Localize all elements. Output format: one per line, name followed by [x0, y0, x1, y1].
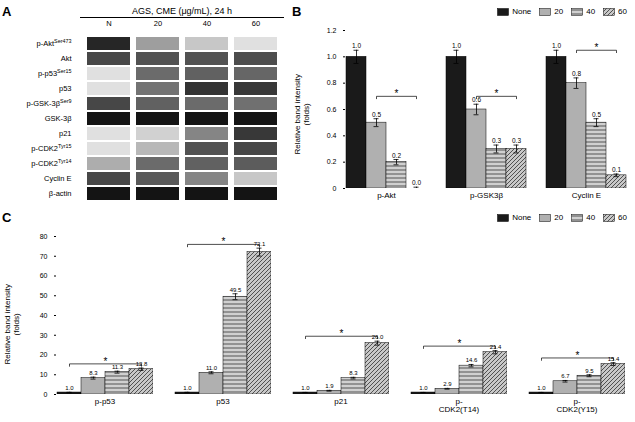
svg-text:0.6: 0.6 — [472, 96, 481, 104]
html-text:None: None — [512, 7, 532, 16]
svg-text:0.2: 0.2 — [327, 158, 337, 165]
svg-text:1.0: 1.0 — [552, 42, 561, 49]
svg-text:0.5: 0.5 — [592, 111, 601, 118]
svg-text:Cyclin E: Cyclin E — [572, 191, 601, 200]
svg-text:p-CDK2Tyr14: p-CDK2Tyr14 — [31, 158, 71, 168]
html-text:B: B — [292, 3, 302, 19]
svg-text:70: 70 — [40, 252, 48, 259]
svg-text:0.3: 0.3 — [492, 137, 501, 144]
svg-text:p-p53: p-p53 — [95, 397, 116, 406]
svg-text:1.0: 1.0 — [327, 53, 337, 60]
svg-text:β-actin: β-actin — [49, 189, 72, 198]
svg-text:1.0: 1.0 — [537, 385, 546, 391]
svg-text:0.8: 0.8 — [572, 70, 581, 77]
html-text:None: None — [512, 213, 532, 222]
html-text:60: 60 — [618, 213, 627, 222]
svg-text:0.4: 0.4 — [327, 132, 337, 139]
svg-text:p-CDK2(Y15): p-CDK2(Y15) — [557, 397, 598, 414]
svg-text:80: 80 — [40, 233, 48, 240]
html-text:AGS, CME (μg/mL), 24 h: AGS, CME (μg/mL), 24 h — [131, 6, 233, 16]
svg-text:12.8: 12.8 — [135, 361, 148, 367]
svg-text:0.0: 0.0 — [412, 179, 421, 186]
html-text:60: 60 — [618, 7, 627, 16]
svg-text:0: 0 — [333, 185, 337, 192]
svg-text:Cyclin E: Cyclin E — [44, 174, 72, 183]
svg-text:p21: p21 — [59, 129, 72, 138]
svg-text:50: 50 — [40, 292, 48, 299]
svg-text:p-p53Ser15: p-p53Ser15 — [38, 68, 72, 78]
svg-text:0.1: 0.1 — [612, 166, 621, 173]
svg-text:0.3: 0.3 — [512, 137, 521, 144]
svg-text:20: 20 — [40, 351, 48, 358]
svg-text:26.0: 26.0 — [371, 334, 384, 341]
svg-text:p-GSK-3βSer9: p-GSK-3βSer9 — [27, 98, 72, 108]
svg-text:1.0: 1.0 — [301, 385, 310, 391]
html-text:A: A — [2, 3, 12, 19]
svg-text:0.2: 0.2 — [392, 152, 401, 159]
svg-text:*: * — [395, 88, 399, 99]
svg-text:1.0: 1.0 — [452, 42, 461, 49]
svg-text:9.5: 9.5 — [585, 368, 594, 374]
svg-text:*: * — [576, 350, 580, 361]
svg-text:0.5: 0.5 — [372, 111, 381, 118]
svg-text:p-Akt: p-Akt — [377, 191, 396, 200]
svg-text:0.6: 0.6 — [327, 106, 337, 113]
svg-text:GSK-3β: GSK-3β — [45, 114, 73, 123]
svg-text:1.9: 1.9 — [325, 383, 334, 389]
svg-text:*: * — [222, 236, 226, 247]
svg-text:8.3: 8.3 — [89, 370, 98, 376]
svg-text:*: * — [458, 338, 462, 349]
svg-text:2.9: 2.9 — [443, 381, 452, 387]
html-text:Relative band intensity (folds: Relative band intensity (folds) — [2, 283, 21, 365]
html-text:20: 20 — [554, 7, 564, 16]
svg-text:21.4: 21.4 — [489, 343, 502, 350]
svg-text:0: 0 — [44, 391, 48, 398]
svg-text:40: 40 — [40, 312, 48, 319]
svg-text:1.2: 1.2 — [327, 27, 337, 34]
svg-text:40: 40 — [203, 20, 211, 28]
svg-text:6.7: 6.7 — [561, 373, 570, 379]
svg-text:*: * — [595, 42, 599, 53]
svg-text:p53: p53 — [59, 84, 72, 93]
svg-text:10: 10 — [40, 371, 48, 378]
svg-text:1.0: 1.0 — [183, 385, 192, 391]
svg-text:60: 60 — [252, 20, 260, 28]
svg-text:11.0: 11.0 — [206, 365, 218, 371]
svg-text:8.3: 8.3 — [349, 370, 358, 376]
svg-text:*: * — [495, 88, 499, 99]
svg-text:72.1: 72.1 — [253, 241, 266, 248]
svg-text:0.8: 0.8 — [327, 79, 337, 86]
svg-text:p-CDK2Tyr15: p-CDK2Tyr15 — [31, 143, 71, 153]
svg-text:Akt: Akt — [61, 54, 73, 63]
svg-text:p-GSK3β: p-GSK3β — [470, 191, 503, 200]
html-text:40: 40 — [586, 213, 596, 222]
svg-text:11.3: 11.3 — [112, 364, 124, 370]
html-text:40: 40 — [586, 7, 596, 16]
svg-text:60: 60 — [40, 272, 48, 279]
svg-text:30: 30 — [40, 331, 48, 338]
svg-text:N: N — [106, 20, 111, 28]
svg-text:1.0: 1.0 — [419, 385, 428, 391]
svg-text:*: * — [104, 356, 108, 367]
svg-text:1.0: 1.0 — [352, 42, 361, 49]
svg-text:1.0: 1.0 — [65, 385, 74, 391]
html-text:20: 20 — [554, 213, 564, 222]
svg-text:20: 20 — [154, 20, 162, 28]
html-text:Relative band intensity (folds: Relative band intensity (folds) — [292, 73, 311, 155]
svg-text:p-AktSer473: p-AktSer473 — [37, 38, 72, 48]
svg-text:15.4: 15.4 — [607, 355, 620, 362]
svg-text:14.6: 14.6 — [466, 357, 478, 363]
svg-text:p-CDK2(T14): p-CDK2(T14) — [439, 397, 480, 414]
html-text:C: C — [2, 209, 12, 225]
svg-text:p21: p21 — [334, 397, 348, 406]
svg-text:p53: p53 — [216, 397, 230, 406]
svg-text:*: * — [340, 328, 344, 339]
svg-text:49.5: 49.5 — [230, 287, 242, 293]
